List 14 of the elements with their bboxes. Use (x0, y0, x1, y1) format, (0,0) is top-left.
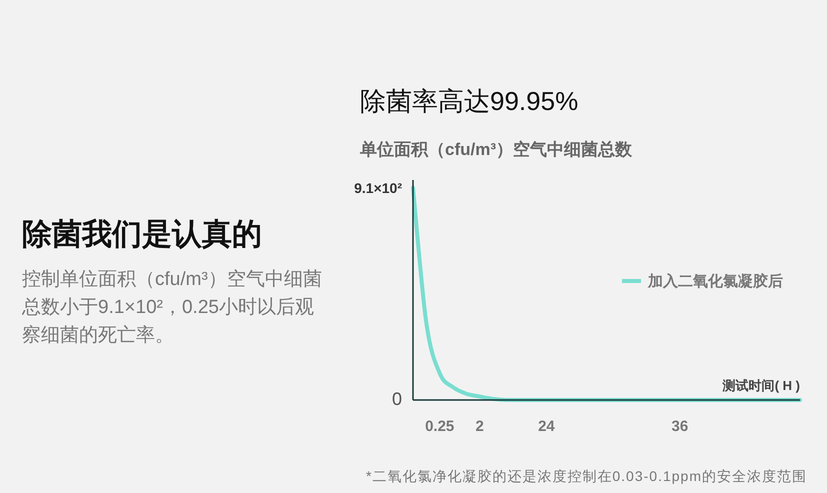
legend-label: 加入二氧化氯凝胶后 (647, 272, 783, 290)
subtitle: 单位面积（cfu/m³）空气中细菌总数 (360, 139, 632, 161)
x-tick-label: 24 (538, 418, 556, 435)
title: 除菌我们是认真的 (22, 217, 262, 253)
y-tick-label: 9.1×10² (354, 180, 402, 196)
legend: 加入二氧化氯凝胶后 (622, 273, 783, 290)
annotation: 除菌率高达99.95% (360, 85, 578, 118)
x-tick-label: 36 (672, 418, 688, 435)
x-tick-label: 0.25 (425, 418, 454, 435)
y-tick-label: 0 (392, 389, 402, 409)
x-tick-label: 2 (476, 418, 484, 435)
x-axis-title: 测试时间( H ) (722, 378, 800, 393)
annotation: *二氧化氯净化凝胶的还是浓度控制在0.03-0.1ppm的安全浓度范围 (366, 468, 807, 486)
annotation: 控制单位面积（cfu/m³）空气中细菌总数小于9.1×10²，0.25小时以后观察细菌的死亡率。 (22, 268, 322, 348)
